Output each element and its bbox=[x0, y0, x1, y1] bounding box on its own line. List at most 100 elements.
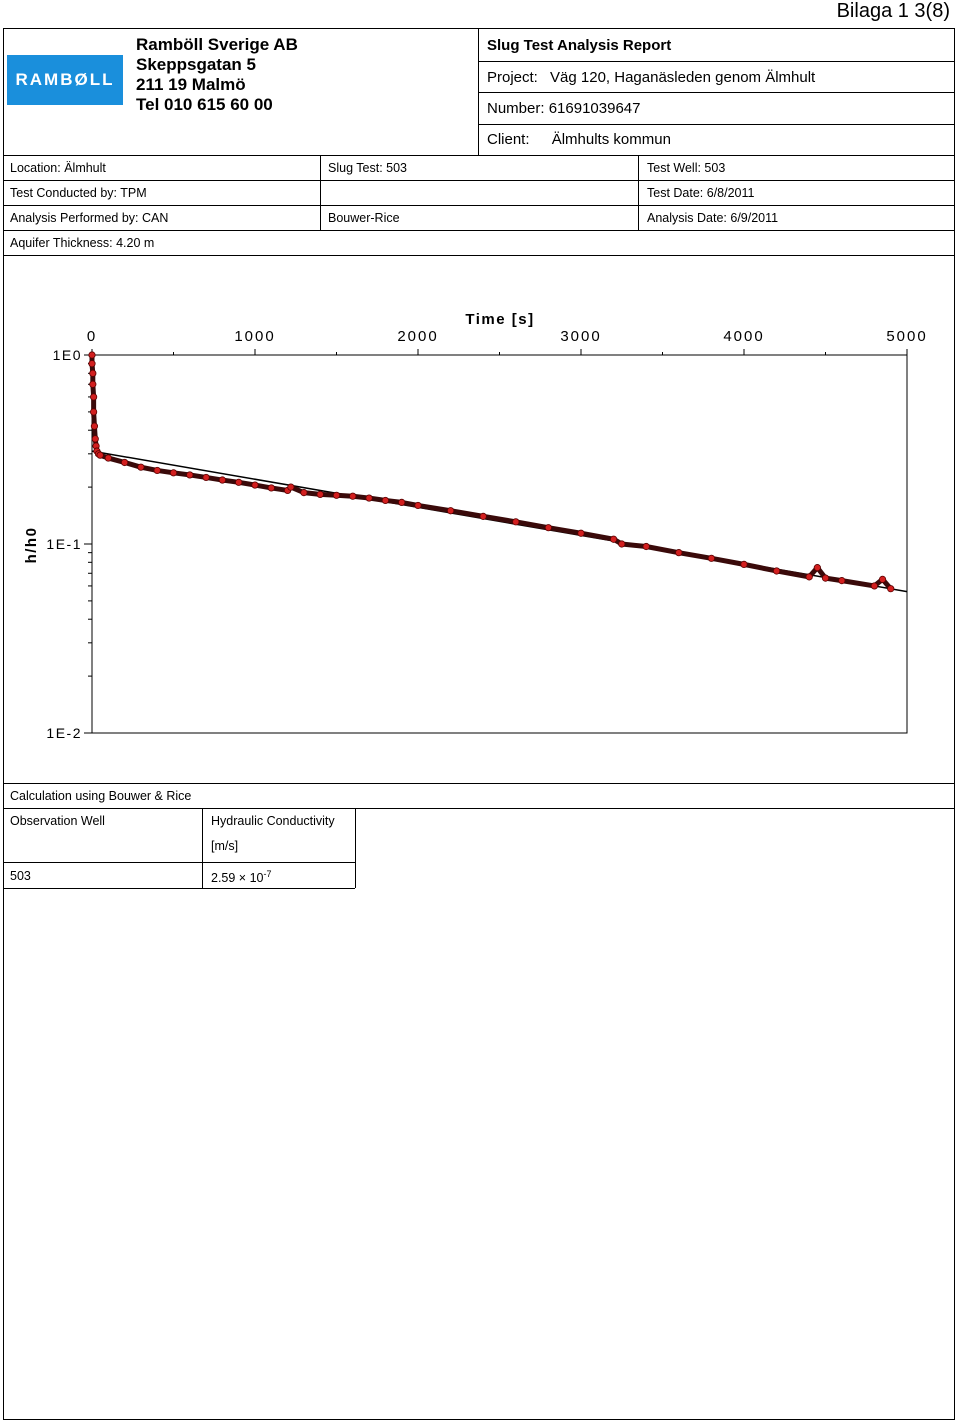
results-rule-top bbox=[4, 783, 955, 784]
data-point bbox=[169, 469, 178, 477]
page-label: Bilaga 1 3(8) bbox=[836, 0, 950, 22]
data-point bbox=[267, 484, 275, 492]
data-point bbox=[251, 481, 259, 489]
data-point bbox=[381, 496, 389, 505]
data-point bbox=[821, 574, 830, 582]
col-unit: [m/s] bbox=[211, 839, 239, 853]
project-row: Project: Väg 120, Haganäsleden genom Älm… bbox=[487, 69, 815, 86]
info-rule-1 bbox=[4, 180, 955, 181]
data-point bbox=[153, 466, 161, 475]
results-rule-3 bbox=[4, 888, 355, 889]
data-point bbox=[813, 564, 821, 572]
data-point bbox=[89, 369, 97, 377]
data-point bbox=[838, 577, 846, 585]
logo-text: RAMBØLL bbox=[15, 70, 115, 89]
data-point bbox=[772, 567, 781, 575]
data-point bbox=[642, 542, 650, 551]
y-tick-label: 1E0 bbox=[53, 347, 82, 363]
y-axis-title: h/h0 bbox=[23, 527, 40, 564]
client-value: Älmhults kommun bbox=[551, 131, 671, 148]
data-point bbox=[332, 491, 341, 499]
result-k-exponent: -7 bbox=[263, 869, 272, 879]
data-point bbox=[90, 408, 98, 416]
test-date-text: Test Date: 6/8/2011 bbox=[647, 186, 755, 200]
client-label: Client: bbox=[487, 131, 530, 148]
info-rule-4 bbox=[4, 255, 955, 256]
analysis-date-text: Analysis Date: 6/9/2011 bbox=[647, 211, 779, 225]
data-point bbox=[544, 524, 553, 532]
project-label: Project: bbox=[487, 69, 538, 86]
test-well-text: Test Well: 503 bbox=[647, 161, 726, 175]
data-point bbox=[218, 476, 226, 484]
col-observation-well: Observation Well bbox=[10, 814, 105, 828]
info-rule-2 bbox=[4, 205, 955, 206]
data-point bbox=[96, 451, 104, 459]
data-point bbox=[88, 360, 96, 368]
data-point bbox=[287, 483, 295, 491]
x-tick-label: 1000 bbox=[234, 328, 275, 345]
data-point bbox=[870, 582, 879, 590]
x-axis-title: Time [s] bbox=[465, 311, 534, 328]
data-point bbox=[609, 535, 618, 543]
aquifer-text: Aquifer Thickness: 4.20 m bbox=[10, 236, 155, 250]
data-point bbox=[512, 518, 520, 526]
result-well: 503 bbox=[10, 869, 31, 883]
data-point bbox=[300, 489, 308, 497]
data-point bbox=[91, 435, 99, 443]
location-text: Location: Älmhult bbox=[10, 161, 106, 175]
slug-test-text: Slug Test: 503 bbox=[328, 161, 407, 175]
results-rule-2 bbox=[4, 862, 355, 863]
x-tick-label: 4000 bbox=[723, 328, 764, 345]
data-point bbox=[316, 490, 324, 498]
data-point bbox=[414, 501, 422, 510]
x-tick-label: 0 bbox=[87, 328, 97, 345]
results-col-divider bbox=[202, 808, 203, 888]
page-frame bbox=[3, 28, 955, 1420]
results-rule-1 bbox=[4, 808, 955, 809]
data-point bbox=[805, 573, 813, 581]
y-tick-label: 1E-1 bbox=[46, 536, 82, 552]
header-rule-3 bbox=[478, 124, 955, 125]
data-point bbox=[349, 492, 357, 500]
header-bottom-rule bbox=[4, 155, 955, 156]
client-row: Client: Älmhults kommun bbox=[487, 131, 671, 148]
data-point bbox=[88, 351, 96, 359]
data-point bbox=[90, 422, 99, 430]
info-rule-3 bbox=[4, 230, 955, 231]
data-point bbox=[186, 471, 194, 479]
data-point bbox=[202, 473, 210, 482]
x-tick-label: 2000 bbox=[397, 328, 438, 345]
data-point bbox=[707, 554, 716, 562]
y-tick-label: 1E-2 bbox=[46, 725, 82, 741]
company-block: Ramböll Sverige AB Skeppsgatan 5 211 19 … bbox=[136, 35, 298, 115]
data-point bbox=[104, 454, 112, 462]
calc-title: Calculation using Bouwer & Rice bbox=[10, 789, 192, 803]
data-point bbox=[137, 463, 145, 471]
company-city: 211 19 Malmö bbox=[136, 75, 246, 94]
data-point bbox=[446, 507, 455, 515]
data-point bbox=[398, 498, 406, 506]
conducted-by-text: Test Conducted by: TPM bbox=[10, 186, 147, 200]
data-point bbox=[235, 478, 243, 486]
results-right-edge bbox=[355, 808, 356, 888]
header-rule-2 bbox=[478, 92, 955, 93]
header-rule-1 bbox=[478, 61, 955, 62]
data-point bbox=[675, 549, 683, 557]
number-label: Number: bbox=[487, 100, 545, 117]
number-row: Number: 61691039647 bbox=[487, 100, 640, 117]
number-value: 61691039647 bbox=[548, 100, 641, 117]
project-value: Väg 120, Haganäsleden genom Älmhult bbox=[550, 69, 816, 86]
data-point bbox=[90, 393, 98, 401]
data-point bbox=[121, 458, 129, 467]
data-point bbox=[887, 585, 895, 593]
company-street: Skeppsgatan 5 bbox=[136, 55, 256, 74]
report-title: Slug Test Analysis Report bbox=[487, 37, 672, 54]
company-name: Ramböll Sverige AB bbox=[136, 35, 298, 54]
x-tick-label: 5000 bbox=[886, 328, 927, 345]
data-point bbox=[89, 380, 97, 388]
data-point bbox=[878, 575, 887, 583]
ramboll-logo: RAMBØLL bbox=[7, 55, 123, 105]
data-point bbox=[479, 512, 487, 520]
plot-area bbox=[91, 354, 908, 734]
info-col-divider-2 bbox=[638, 155, 639, 230]
